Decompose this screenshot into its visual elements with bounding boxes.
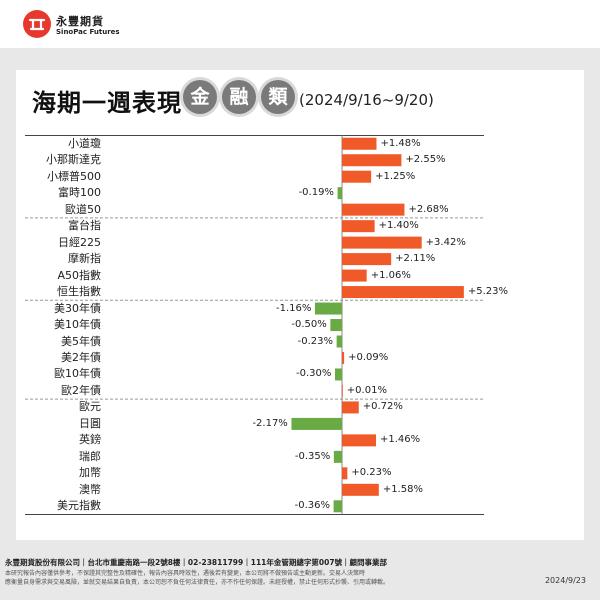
- value-label: +1.40%: [378, 220, 419, 232]
- date-range: (2024/9/16~9/20): [299, 91, 434, 109]
- value-label: -0.35%: [294, 450, 331, 462]
- header: 永豐期貨 SinoPac Futures: [0, 0, 600, 48]
- page-title: 海期一週表現: [32, 89, 182, 117]
- value-label: -0.36%: [294, 500, 330, 512]
- bar-1: [342, 154, 402, 167]
- bar-21: [342, 483, 379, 496]
- value-label: +5.23%: [467, 286, 508, 298]
- category-label: 小標普500: [47, 169, 101, 183]
- category-label: 富台指: [68, 219, 101, 233]
- sinopac-logo-icon: [23, 10, 51, 38]
- title-char-2: 融: [222, 80, 256, 114]
- bar-6: [342, 236, 422, 249]
- category-label: 美元指數: [57, 499, 101, 513]
- value-label: +2.55%: [405, 154, 446, 166]
- bar-0: [342, 137, 377, 150]
- bar-7: [342, 253, 392, 266]
- bar-16: [342, 401, 359, 414]
- category-label: 加幣: [79, 466, 101, 480]
- value-label: -0.50%: [291, 319, 327, 331]
- value-label: +1.48%: [380, 137, 421, 149]
- title-char-3: 類: [261, 80, 295, 114]
- bar-22: [333, 500, 342, 513]
- brand-name-en: SinoPac Futures: [56, 28, 120, 36]
- value-label: +0.09%: [348, 351, 389, 363]
- value-label: -0.30%: [296, 368, 332, 380]
- bar-12: [336, 335, 342, 348]
- bar-9: [342, 286, 464, 299]
- footer-date: 2024/9/23: [544, 576, 586, 585]
- footer-disclaimer-2: 應衡量自身需求與交易風險，並就交易結果自負責，本公司恕不負任何法律責任，亦不作任…: [5, 579, 390, 586]
- value-label: +1.46%: [380, 434, 421, 446]
- value-label: +0.01%: [346, 384, 387, 396]
- value-label: +1.58%: [382, 483, 423, 495]
- value-label: +1.25%: [375, 170, 416, 182]
- category-label: 美2年債: [61, 350, 101, 364]
- chart-card: [16, 70, 584, 540]
- category-label: 美10年債: [54, 318, 101, 332]
- value-label: -2.17%: [252, 417, 288, 429]
- category-label: 瑞郎: [79, 449, 101, 463]
- value-label: -0.19%: [298, 187, 334, 199]
- category-label: 小那斯達克: [46, 153, 101, 167]
- value-label: +2.68%: [408, 203, 449, 215]
- bar-3: [337, 187, 342, 200]
- category-label: 富時100: [58, 186, 101, 200]
- bar-4: [342, 203, 405, 216]
- brand-name-cn: 永豐期貨: [56, 15, 104, 28]
- bar-13: [342, 351, 345, 364]
- value-label: +0.23%: [351, 467, 392, 479]
- category-label: 美30年債: [54, 301, 101, 315]
- footer-company: 永豐期貨股份有限公司｜台北市重慶南路一段2號8樓｜02-23811799｜111…: [5, 558, 388, 567]
- category-label: 澳幣: [79, 482, 101, 496]
- category-label: 歐2年債: [61, 383, 101, 397]
- category-label: 歐道50: [65, 202, 101, 216]
- bar-11: [330, 319, 342, 332]
- bar-5: [342, 220, 375, 233]
- category-label: 英鎊: [79, 433, 101, 447]
- category-label: 歐元: [79, 400, 101, 414]
- value-label: -0.23%: [297, 335, 334, 347]
- category-label: A50指數: [57, 268, 101, 282]
- bar-14: [335, 368, 342, 381]
- title-char-1: 金: [183, 80, 217, 114]
- bar-2: [342, 170, 372, 183]
- bar-8: [342, 269, 367, 282]
- bar-17: [291, 417, 342, 430]
- category-label: 恒生指數: [57, 285, 101, 299]
- value-label: +0.72%: [362, 401, 403, 413]
- footer-disclaimer-1: 本研究報告內容僅供參考，不保證其完整性及精確性，報告內容具時效性，遇後若有變更，…: [5, 570, 366, 577]
- bar-18: [342, 434, 377, 447]
- category-label: 美5年債: [61, 334, 101, 348]
- category-label: 日經225: [58, 235, 101, 249]
- bar-10: [314, 302, 342, 315]
- value-label: +1.06%: [370, 269, 411, 281]
- value-label: +3.42%: [425, 236, 466, 248]
- category-label: 摩新指: [68, 252, 101, 266]
- bar-15: [342, 384, 343, 397]
- value-label: +2.11%: [395, 253, 436, 265]
- bar-20: [342, 467, 348, 480]
- category-label: 歐10年債: [54, 367, 101, 381]
- category-label: 日圓: [79, 416, 101, 430]
- category-label: 小道瓊: [68, 136, 101, 150]
- bar-19: [333, 450, 342, 463]
- value-label: -1.16%: [275, 302, 312, 314]
